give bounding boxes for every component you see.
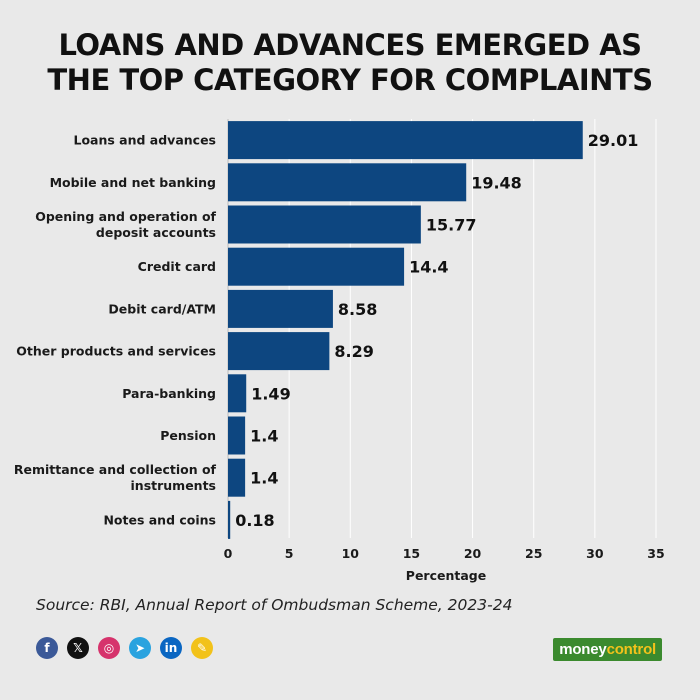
category-label: Opening and operation of [35,209,216,224]
category-label: instruments [131,478,216,493]
bar [228,163,467,202]
facebook-icon[interactable]: f [36,637,58,659]
social-links: f 𝕏 ◎ ➤ in ✎ [36,637,213,659]
x-tick-label: 20 [464,546,482,561]
value-label: 8.58 [338,300,377,319]
value-label: 19.48 [471,173,522,192]
x-tick-label: 35 [647,546,664,561]
category-label: Other products and services [16,344,216,359]
category-label: Notes and coins [103,512,216,527]
category-label: Pension [160,428,216,443]
category-label: Debit card/ATM [108,301,216,316]
x-axis-label: Percentage [406,568,486,583]
value-label: 14.4 [409,258,448,277]
title-line-1: LOANS AND ADVANCES EMERGED AS [58,28,642,62]
bar [228,500,231,539]
bar [228,205,421,244]
category-label: Loans and advances [73,133,216,148]
category-label: Remittance and collection of [14,462,217,477]
category-label: Para-banking [122,386,216,401]
value-label: 8.29 [334,342,373,361]
category-label: Mobile and net banking [50,175,216,190]
title-line-2: THE TOP CATEGORY FOR COMPLAINTS [47,63,653,97]
bar [228,374,247,413]
bar [228,289,333,328]
x-tick-label: 5 [285,546,294,561]
value-label: 29.01 [588,131,639,150]
value-label: 1.4 [250,469,278,488]
telegram-icon[interactable]: ➤ [129,637,151,659]
sharechat-icon[interactable]: ✎ [191,637,213,659]
bar [228,458,246,497]
bar [228,247,405,286]
x-tick-label: 10 [342,546,360,561]
category-label: Credit card [138,259,216,274]
linkedin-icon[interactable]: in [160,637,182,659]
x-tick-label: 0 [224,546,233,561]
value-label: 1.49 [251,384,290,403]
x-tick-label: 15 [403,546,420,561]
value-label: 15.77 [426,216,477,235]
chart-title: LOANS AND ADVANCES EMERGED AS THE TOP CA… [0,28,700,98]
category-label: deposit accounts [96,225,216,240]
x-tick-label: 30 [586,546,604,561]
bar [228,332,330,371]
x-icon[interactable]: 𝕏 [67,637,89,659]
moneycontrol-logo: moneycontrol [553,638,662,661]
value-label: 1.4 [250,427,278,446]
x-tick-label: 25 [525,546,542,561]
bar [228,416,246,455]
source-note: Source: RBI, Annual Report of Ombudsman … [36,596,513,614]
bar [228,121,583,160]
value-label: 0.18 [235,511,274,530]
instagram-icon[interactable]: ◎ [98,637,120,659]
